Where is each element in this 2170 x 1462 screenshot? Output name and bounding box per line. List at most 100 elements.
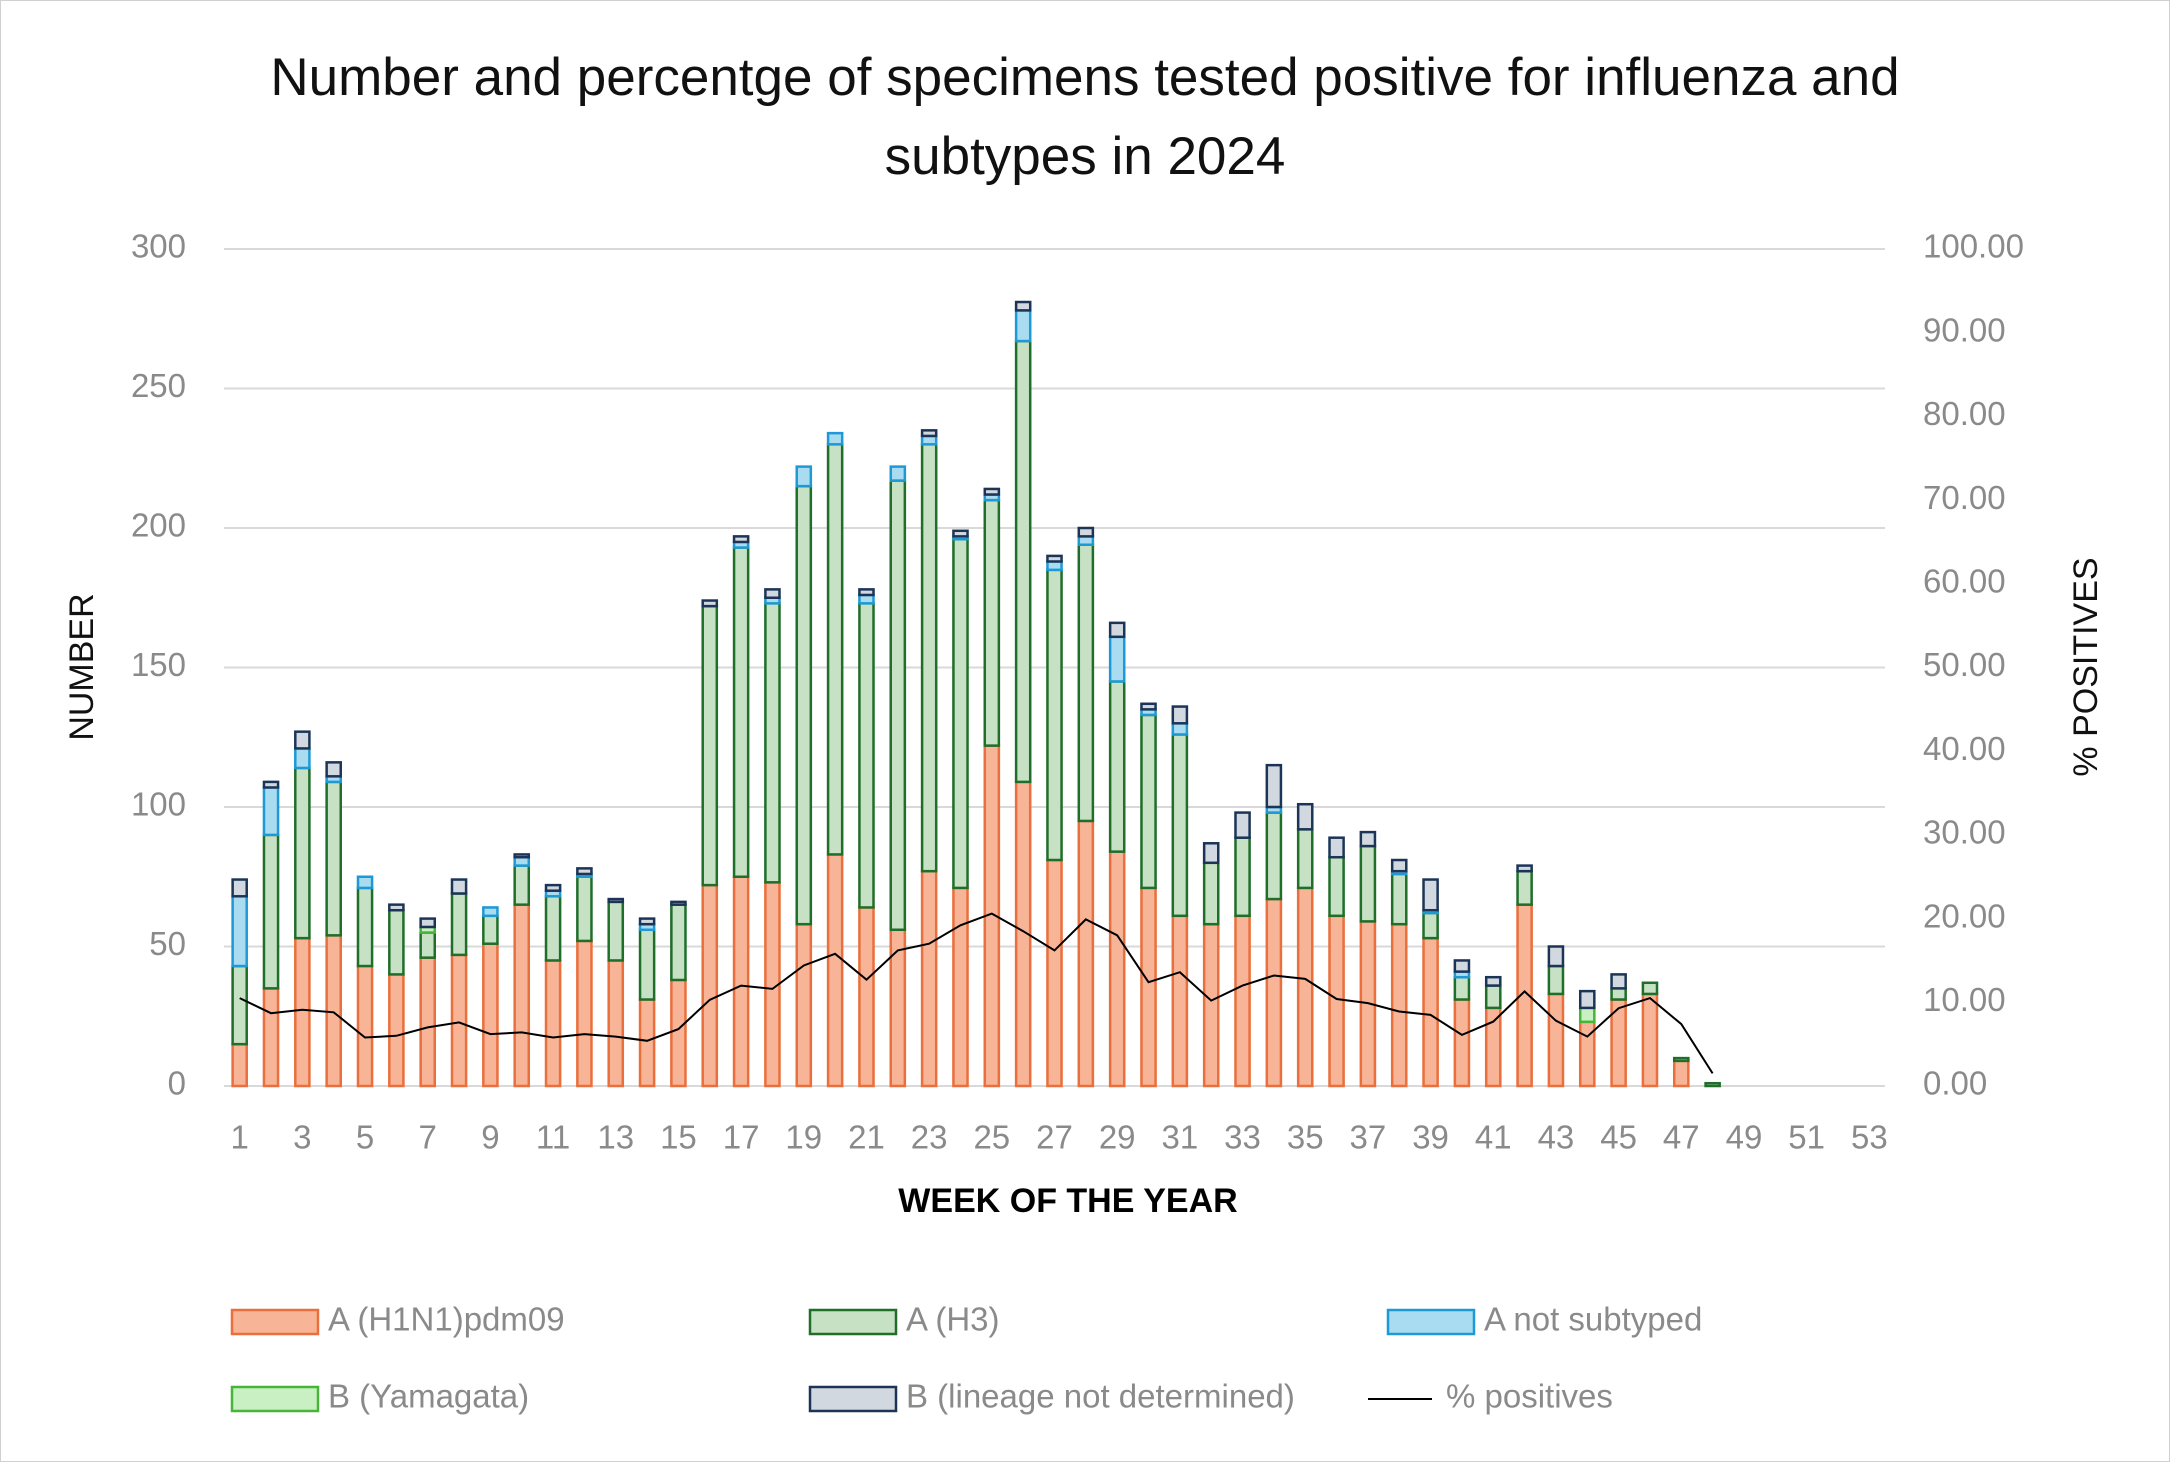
bar-segment <box>952 537 969 890</box>
bar-segment <box>1453 998 1471 1088</box>
bar-segment <box>826 431 844 446</box>
bar-segment <box>795 484 813 926</box>
bar-segment <box>1328 914 1345 1088</box>
bar-segment <box>1234 836 1251 918</box>
bar-segment <box>1108 635 1126 683</box>
x-tick-label: 39 <box>1412 1119 1449 1156</box>
bar-segment <box>1547 992 1565 1088</box>
bar-segment <box>1484 975 1502 987</box>
bar-segment <box>1422 878 1439 912</box>
bar-segment <box>419 956 437 1088</box>
bar-segment <box>1046 568 1063 862</box>
bar-segment <box>356 964 374 1088</box>
bar-segment <box>1296 802 1314 831</box>
bar-segment <box>1390 922 1408 1088</box>
bar-segment <box>231 964 248 1046</box>
y2-tick-label: 80.00 <box>1923 395 2006 432</box>
x-tick-label: 37 <box>1350 1119 1387 1156</box>
bar-segment <box>1202 842 1220 865</box>
bar-segment <box>983 487 1001 496</box>
y-tick-label: 250 <box>131 367 186 404</box>
bar-segment <box>513 864 531 906</box>
bar-segment <box>294 936 311 1088</box>
bar-segment <box>701 604 719 887</box>
bar-segment <box>1359 830 1377 848</box>
bar-segment <box>1484 1006 1502 1088</box>
x-tick-label: 19 <box>785 1119 822 1156</box>
x-tick-label: 23 <box>911 1119 948 1156</box>
bar-segment <box>325 780 342 937</box>
bar-segment <box>1359 844 1377 923</box>
bar-segment <box>858 588 875 597</box>
bar-segment <box>1422 911 1439 940</box>
bar-segment <box>732 875 750 1088</box>
bar-segment <box>732 535 750 544</box>
bar-segment <box>576 867 593 876</box>
x-tick-label: 47 <box>1663 1119 1700 1156</box>
x-tick-label: 49 <box>1726 1119 1763 1156</box>
bar-segment <box>294 766 311 940</box>
bar-segment <box>513 903 531 1088</box>
bar-segment <box>544 959 562 1088</box>
y-tick-label: 300 <box>131 228 186 265</box>
y-tick-label: 50 <box>149 925 186 962</box>
legend-label: B (Yamagata) <box>328 1378 529 1415</box>
bar-segment <box>576 875 593 943</box>
legend-label: % positives <box>1446 1378 1613 1415</box>
bar-segment <box>1484 984 1502 1010</box>
bar-segment <box>231 878 248 898</box>
legend-swatch <box>1386 1308 1476 1336</box>
x-tick-label: 3 <box>293 1119 311 1156</box>
bar-segment <box>544 895 562 962</box>
bar-segment <box>638 998 656 1088</box>
bar-segment <box>795 922 813 1088</box>
legend-label: A not subtyped <box>1484 1301 1702 1338</box>
bar-segment <box>1390 872 1408 926</box>
bar-segment <box>920 869 938 1088</box>
x-tick-label: 53 <box>1851 1119 1888 1156</box>
bar-segment <box>1641 981 1659 996</box>
bar-segment <box>325 934 342 1088</box>
y2-tick-label: 10.00 <box>1923 981 2006 1018</box>
bar-segment <box>1234 914 1251 1088</box>
y-tick-label: 100 <box>131 786 186 823</box>
bar-segment <box>1140 702 1157 711</box>
x-tick-label: 29 <box>1099 1119 1136 1156</box>
bar-segment <box>1422 936 1439 1088</box>
bar-segment <box>1046 560 1063 572</box>
bar-segment <box>795 465 813 488</box>
y2-tick-label: 0.00 <box>1923 1065 1987 1102</box>
x-tick-label: 11 <box>536 1119 570 1156</box>
bar-segment <box>388 908 405 976</box>
bar-segment <box>764 602 781 884</box>
x-tick-label: 27 <box>1036 1119 1073 1156</box>
bar-segment <box>826 443 844 856</box>
bar-segment <box>262 833 280 990</box>
bar-segment <box>1171 914 1189 1088</box>
bar-segment <box>1171 722 1189 736</box>
bar-segment <box>1077 526 1095 538</box>
bar-segment <box>1516 864 1533 873</box>
y2-tick-label: 70.00 <box>1923 479 2006 516</box>
x-tick-label: 31 <box>1161 1119 1198 1156</box>
bar-segment <box>1265 763 1283 809</box>
bar-segment <box>1390 858 1408 873</box>
bar-segment <box>1140 886 1157 1088</box>
y2-tick-label: 20.00 <box>1923 897 2006 934</box>
bar-segment <box>262 987 280 1088</box>
bar-segment <box>1077 543 1095 823</box>
legend-swatch <box>230 1308 320 1336</box>
y-tick-label: 200 <box>131 507 186 544</box>
bar-segment <box>1453 975 1471 1001</box>
bar-segment <box>482 906 499 918</box>
bar-segment <box>889 465 907 482</box>
bar-segment <box>638 917 656 926</box>
bar-segment <box>1672 1059 1690 1088</box>
bar-segment <box>576 939 593 1088</box>
bar-segment <box>1077 535 1095 546</box>
bar-segment <box>1202 922 1220 1088</box>
x-tick-label: 1 <box>230 1119 248 1156</box>
x-tick-label: 9 <box>481 1119 499 1156</box>
bar-segment <box>607 959 625 1088</box>
bar-segment <box>920 443 938 873</box>
